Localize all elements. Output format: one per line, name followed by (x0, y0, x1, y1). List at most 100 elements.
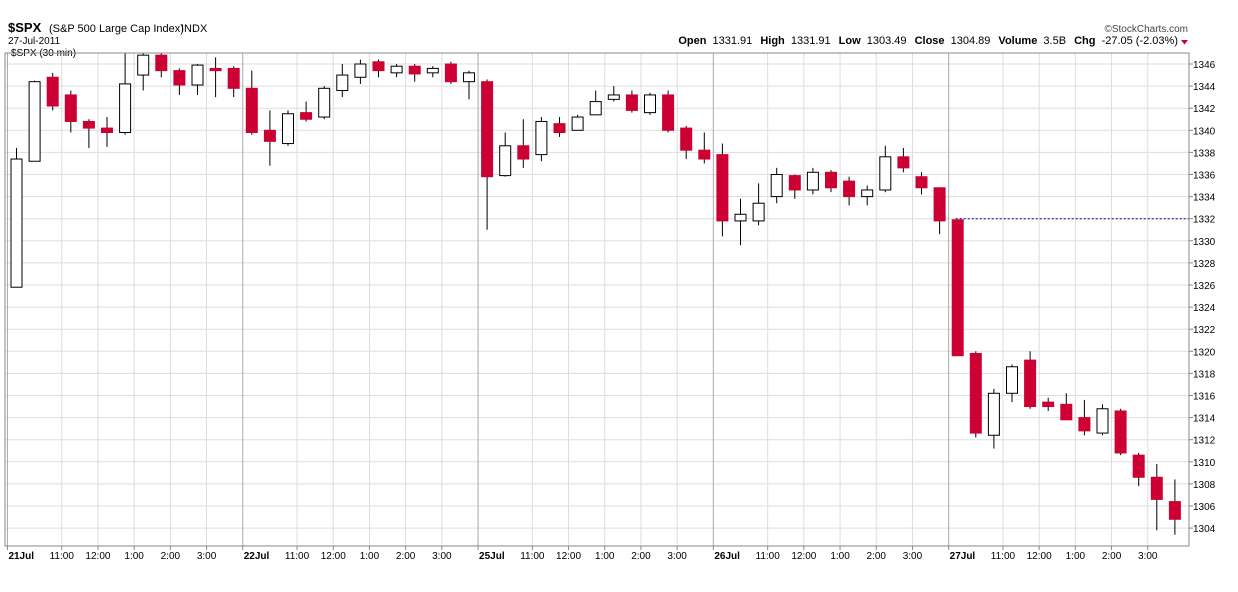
day-separators (6, 53, 950, 546)
x-tick-label: 22Jul (244, 551, 270, 562)
candle-body-down (101, 127, 113, 134)
candle (390, 64, 403, 78)
x-tick-label: 12:00 (321, 551, 346, 562)
candle-body-down (372, 61, 385, 72)
candle-body-down (915, 176, 928, 189)
candle (553, 117, 566, 137)
y-tick-label: 1326 (1193, 281, 1216, 292)
x-tick-label: 11:00 (50, 551, 75, 562)
candle (625, 90, 638, 113)
x-tick-label: 3:00 (197, 551, 217, 562)
candle (861, 185, 874, 206)
candle-body-up (426, 67, 439, 74)
x-tick-label: 2:00 (867, 551, 887, 562)
y-tick-label: 1308 (1193, 480, 1216, 491)
candle (372, 59, 385, 78)
candle-body-up (390, 65, 403, 74)
y-tick-label: 1344 (1193, 82, 1216, 93)
candle (282, 110, 294, 146)
candle (463, 70, 475, 100)
candle (879, 145, 892, 193)
candle (1006, 364, 1018, 403)
candle-body-down (64, 94, 77, 122)
y-tick-label: 1318 (1193, 369, 1216, 380)
candle (951, 219, 964, 357)
x-tick-label: 3:00 (667, 551, 687, 562)
x-tick-label: 11:00 (756, 551, 781, 562)
candle-body-down (1024, 359, 1037, 408)
open-label: Open (678, 35, 706, 47)
candle (571, 114, 584, 131)
candle-body-down (1150, 476, 1163, 500)
low-value: 1303.49 (867, 35, 907, 47)
volume-value: 3.5B (1043, 35, 1066, 47)
candle-body-up (644, 94, 656, 114)
x-tick-label: 3:00 (1138, 551, 1158, 562)
candle-body-down (209, 67, 222, 72)
candle-body-down (680, 127, 693, 151)
candle (770, 167, 783, 204)
candle (987, 388, 1000, 449)
candle (589, 90, 602, 116)
y-tick-label: 1304 (1193, 524, 1216, 535)
x-tick-label: 2:00 (161, 551, 181, 562)
candle-body-down (1060, 403, 1073, 421)
candle-body-up (734, 213, 747, 222)
x-tick-label: 12:00 (791, 551, 816, 562)
candle-body-down (155, 54, 168, 72)
candle (517, 119, 530, 168)
candle-body-down (1114, 410, 1127, 454)
x-tick-label: 2:00 (631, 551, 651, 562)
candle-body-down (517, 145, 530, 160)
candle-body-up (10, 158, 23, 288)
y-tick-label: 1342 (1193, 104, 1216, 115)
candle-body-down (553, 123, 566, 134)
x-tick-label: 21Jul (8, 551, 34, 562)
candle (82, 119, 95, 148)
candle-body-up (607, 94, 620, 100)
candle (788, 174, 801, 199)
plot-frame (4, 52, 1190, 547)
candle (408, 64, 421, 82)
x-tick-label: 26Jul (714, 551, 740, 562)
candle-body-down (1078, 417, 1091, 432)
candle (716, 143, 729, 237)
candle-body-down (444, 63, 457, 83)
candle (426, 66, 439, 78)
candle-body-down (245, 87, 258, 134)
candle (915, 172, 928, 195)
candle-body-down (1132, 454, 1145, 478)
candle-body-down (263, 129, 276, 142)
x-tick-label: 11:00 (991, 551, 1016, 562)
x-tick-label: 1:00 (830, 551, 850, 562)
close-label: Close (915, 35, 945, 47)
y-tick-label: 1346 (1193, 60, 1216, 71)
x-tick-label: 3:00 (432, 551, 452, 562)
candle (825, 170, 837, 193)
candle (843, 176, 856, 206)
x-tick-label: 1:00 (360, 551, 380, 562)
y-tick-label: 1320 (1193, 347, 1216, 358)
candle (318, 86, 331, 120)
candle-body-down (969, 353, 982, 434)
candle (245, 70, 258, 135)
close-value: 1304.89 (951, 35, 991, 47)
candle (897, 147, 910, 173)
grid-layer (5, 53, 1189, 546)
candle (1096, 404, 1109, 436)
candle-body-down (1168, 501, 1181, 520)
x-tick-label: 25Jul (479, 551, 505, 562)
candle-body-down (46, 76, 59, 107)
candle-body-down (933, 187, 946, 222)
x-tick-label: 1:00 (124, 551, 144, 562)
low-label: Low (839, 35, 861, 47)
candle (173, 68, 186, 95)
x-tick-label: 11:00 (520, 551, 545, 562)
candle-body-up (336, 74, 349, 92)
candle-body-down (481, 81, 494, 178)
y-tick-label: 1330 (1193, 237, 1216, 248)
candle-body-up (571, 116, 584, 131)
candle (933, 187, 946, 235)
candle-body-down (625, 94, 638, 111)
candle-body-up (770, 174, 783, 198)
